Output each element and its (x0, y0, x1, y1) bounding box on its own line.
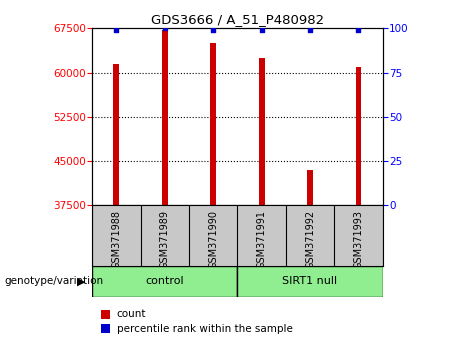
Bar (355, 67, 361, 205)
Text: GSM371989: GSM371989 (160, 210, 170, 269)
Text: GSM371991: GSM371991 (257, 210, 266, 269)
Bar (113, 64, 119, 205)
Point (306, 27, 313, 33)
Bar (210, 43, 216, 205)
Point (258, 27, 266, 33)
FancyBboxPatch shape (92, 266, 237, 297)
Text: GSM371993: GSM371993 (354, 210, 363, 269)
FancyBboxPatch shape (237, 266, 383, 297)
Text: genotype/variation: genotype/variation (5, 276, 104, 286)
Text: percentile rank within the sample: percentile rank within the sample (117, 324, 293, 333)
Text: GSM371992: GSM371992 (305, 210, 315, 269)
Text: GSM371988: GSM371988 (112, 210, 121, 269)
Point (161, 25, 169, 31)
Bar (307, 170, 313, 205)
Point (112, 27, 120, 33)
Point (209, 27, 217, 33)
Bar (259, 58, 265, 205)
Point (355, 27, 362, 33)
Title: GDS3666 / A_51_P480982: GDS3666 / A_51_P480982 (151, 13, 324, 26)
Bar (162, 30, 168, 205)
Text: control: control (146, 276, 184, 286)
Text: SIRT1 null: SIRT1 null (283, 276, 337, 286)
Text: GSM371990: GSM371990 (208, 210, 218, 269)
Text: ▶: ▶ (77, 276, 85, 286)
Text: count: count (117, 309, 146, 319)
